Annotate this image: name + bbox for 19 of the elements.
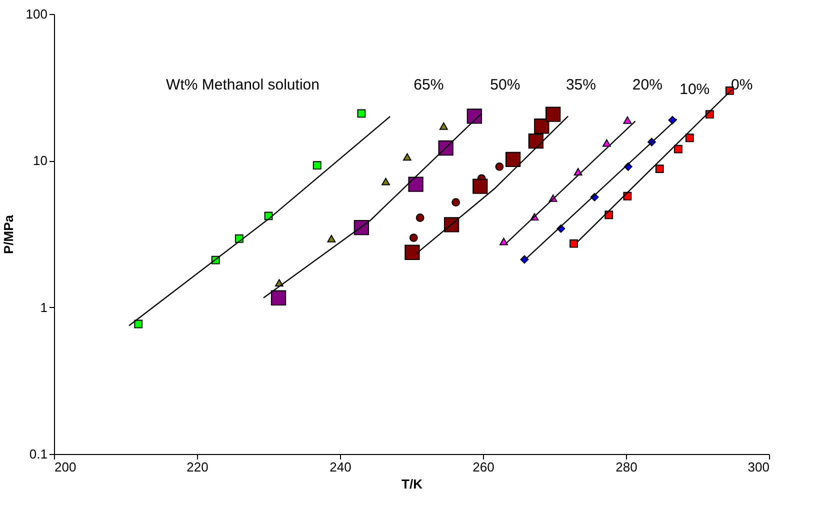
annotation: 35% — [566, 76, 596, 94]
x-tick-label: 260 — [472, 460, 494, 474]
y-axis-title: P/MPa — [0, 214, 16, 254]
x-tick-label: 240 — [330, 460, 352, 474]
x-tick-label: 200 — [54, 460, 76, 474]
annotation: 20% — [632, 76, 662, 94]
x-tick-label: 280 — [616, 460, 638, 474]
x-tick-label: 220 — [186, 460, 208, 474]
y-tick-label: 10 — [33, 153, 48, 168]
annotation: 65% — [414, 76, 444, 94]
annotation: 10% — [680, 80, 710, 98]
y-tick-label: 100 — [26, 6, 48, 22]
x-axis-title: T/K — [402, 476, 424, 492]
y-tick-label: 0.1 — [29, 446, 48, 462]
y-tick-label: 1 — [40, 300, 48, 315]
annotation: Wt% Methanol solution — [166, 76, 320, 94]
x-tick-label: 300 — [748, 460, 770, 474]
annotation: 0% — [730, 76, 753, 94]
annotation: 50% — [490, 76, 520, 94]
